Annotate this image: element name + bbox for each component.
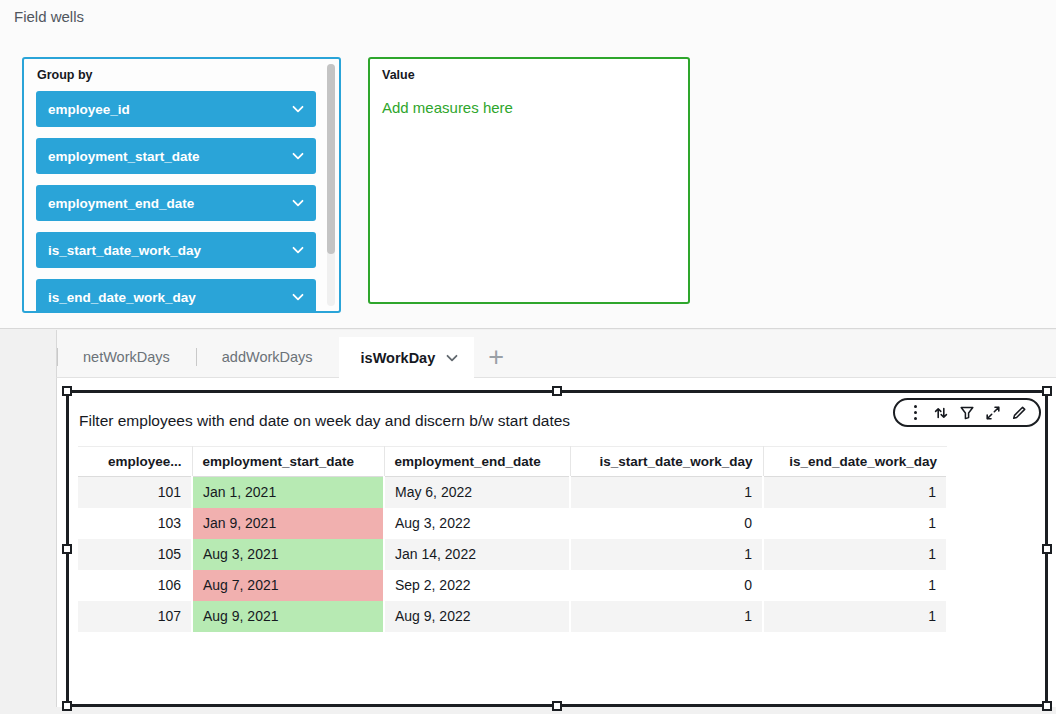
table-cell: 101 [78,477,192,508]
tab-addWorkDays[interactable]: addWorkDays [196,337,339,377]
table-cell: 106 [78,570,192,601]
resize-handle-top-middle[interactable] [552,386,562,396]
value-empty-text: Add measures here [382,99,513,116]
field-pill-label: employee_id [48,102,290,117]
resize-handle-bottom-left[interactable] [62,701,72,711]
visual-toolbar [893,398,1041,427]
table-cell: 0 [570,570,763,601]
table-cell: Jan 14, 2022 [384,539,570,570]
table-cell: 1 [763,508,947,539]
column-header-3[interactable]: is_start_date_work_day [570,447,763,477]
expand-icon[interactable] [982,402,1004,424]
chevron-down-icon [290,242,306,258]
group-by-label: Group by [37,68,93,82]
field-pill-label: is_start_date_work_day [48,243,290,258]
table-row: 103Jan 9, 2021Aug 3, 202201 [78,508,947,539]
table-cell: Aug 3, 2021 [192,539,384,570]
resize-handle-middle-left[interactable] [62,544,72,554]
field-pill-employment_end_date[interactable]: employment_end_date [36,185,316,221]
field-wells-title: Field wells [14,8,84,25]
tab-chevron-down-icon[interactable] [444,350,460,366]
group-by-scrollbar[interactable] [327,64,335,306]
field-pill-label: employment_end_date [48,196,290,211]
table-cell: Aug 9, 2022 [384,601,570,632]
table-cell: May 6, 2022 [384,477,570,508]
chevron-down-icon [290,195,306,211]
chevron-down-icon [290,148,306,164]
tab-label: netWorkDays [83,349,170,365]
edit-icon[interactable] [1008,402,1030,424]
field-wells-panel: Field wells Group by employee_id employme… [0,0,1056,329]
field-pill-employment_start_date[interactable]: employment_start_date [36,138,316,174]
table-cell: 103 [78,508,192,539]
column-header-4[interactable]: is_end_date_work_day [763,447,947,477]
table-cell: Jan 9, 2021 [192,508,384,539]
table-cell: 1 [763,601,947,632]
table-cell: 1 [570,601,763,632]
resize-handle-top-left[interactable] [62,386,72,396]
table-row: 106Aug 7, 2021Sep 2, 202201 [78,570,947,601]
table-cell: 0 [570,508,763,539]
field-pill-label: is_end_date_work_day [48,290,290,305]
menu-icon[interactable] [904,402,926,424]
field-pill-employee_id[interactable]: employee_id [36,91,316,127]
column-header-1[interactable]: employment_start_date [192,447,384,477]
field-pill-is_end_date_work_day[interactable]: is_end_date_work_day [36,279,316,313]
data-table: employee...employment_start_dateemployme… [78,446,948,632]
resize-handle-top-right[interactable] [1042,386,1052,396]
field-pill-label: employment_start_date [48,149,290,164]
scrollbar-thumb[interactable] [327,64,335,254]
sheet-tab-strip: netWorkDays addWorkDays isWorkDay + [56,330,1056,378]
table-cell: 1 [763,477,947,508]
value-label: Value [382,68,415,82]
table-row: 105Aug 3, 2021Jan 14, 202211 [78,539,947,570]
resize-handle-middle-right[interactable] [1042,544,1052,554]
table-cell: 1 [763,570,947,601]
table-row: 107Aug 9, 2021Aug 9, 202211 [78,601,947,632]
visual-title: Filter employees with end date on week d… [79,412,570,430]
table-cell: Jan 1, 2021 [192,477,384,508]
table-cell: 105 [78,539,192,570]
table-cell: 1 [570,477,763,508]
table-cell: 1 [570,539,763,570]
chevron-down-icon [444,350,460,366]
group-by-well[interactable]: Group by employee_id employment_start_dat… [22,57,341,313]
column-header-2[interactable]: employment_end_date [384,447,570,477]
tab-label: addWorkDays [222,349,313,365]
chevron-down-icon [290,101,306,117]
table-row: 101Jan 1, 2021May 6, 202211 [78,477,947,508]
resize-handle-bottom-middle[interactable] [552,701,562,711]
table-cell: Sep 2, 2022 [384,570,570,601]
resize-handle-bottom-right[interactable] [1042,701,1052,711]
add-sheet-button[interactable]: + [474,337,518,377]
table-cell: Aug 3, 2022 [384,508,570,539]
tab-label: isWorkDay [361,350,436,366]
table-visual[interactable]: Filter employees with end date on week d… [66,390,1048,707]
filter-icon[interactable] [956,402,978,424]
table-cell: 107 [78,601,192,632]
column-header-0[interactable]: employee... [78,447,192,477]
chevron-down-icon [290,289,306,305]
value-well[interactable]: Value Add measures here [368,57,690,304]
field-pill-is_start_date_work_day[interactable]: is_start_date_work_day [36,232,316,268]
table-cell: Aug 7, 2021 [192,570,384,601]
group-by-pill-list: employee_id employment_start_date employme… [36,91,316,313]
table-cell: 1 [763,539,947,570]
table-cell: Aug 9, 2021 [192,601,384,632]
sort-icon[interactable] [930,402,952,424]
tab-netWorkDays[interactable]: netWorkDays [57,337,196,377]
tab-isWorkDay[interactable]: isWorkDay [339,337,475,378]
